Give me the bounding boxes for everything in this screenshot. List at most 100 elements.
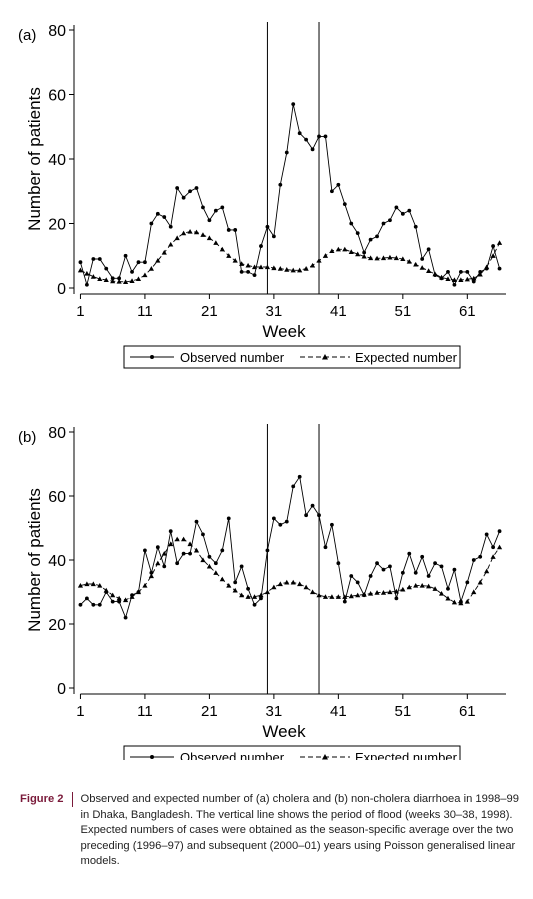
expected-point (393, 255, 399, 261)
observed-point (155, 545, 160, 550)
y-tick-label: 40 (48, 553, 66, 570)
observed-point (168, 224, 173, 229)
y-tick-label: 80 (48, 23, 66, 40)
observed-point (123, 615, 128, 620)
observed-point (117, 599, 122, 604)
expected-point (335, 246, 341, 252)
observed-point (143, 260, 147, 265)
observed-point (226, 516, 231, 521)
expected-point (232, 587, 238, 593)
observed-point (330, 189, 334, 194)
expected-point (290, 579, 296, 585)
y-tick-label: 60 (48, 88, 66, 105)
observed-point (355, 580, 360, 585)
expected-point (226, 583, 232, 588)
expected-point (277, 266, 283, 271)
observed-point (136, 260, 141, 265)
legend-expected-marker (322, 354, 328, 360)
expected-point (432, 271, 438, 277)
observed-point (297, 131, 302, 136)
observed-point (194, 519, 199, 524)
observed-point (207, 218, 212, 223)
observed-point (201, 205, 205, 210)
observed-point (400, 570, 405, 575)
observed-point (252, 273, 257, 277)
observed-point (336, 182, 341, 187)
y-tick-label: 40 (48, 152, 66, 169)
observed-point (355, 231, 360, 236)
expected-point (290, 267, 296, 273)
observed-point (323, 545, 328, 550)
legend-observed-marker (150, 355, 154, 359)
expected-point (277, 581, 283, 587)
expected-point (200, 557, 206, 563)
expected-point (187, 541, 193, 547)
y-tick-label: 20 (48, 217, 66, 234)
expected-point (374, 255, 380, 261)
x-tick-label: 21 (201, 303, 218, 320)
expected-point (477, 271, 483, 277)
expected-point (200, 232, 206, 237)
expected-point (458, 277, 464, 283)
observed-series-line (80, 475, 501, 619)
observed-point (252, 602, 257, 607)
expected-point (316, 592, 322, 598)
legend-expected-marker (322, 754, 328, 760)
observed-point (207, 554, 212, 559)
observed-point (162, 564, 167, 569)
expected-point (84, 270, 90, 276)
observed-point (110, 599, 115, 604)
expected-point (490, 554, 496, 559)
y-tick-label: 0 (57, 681, 66, 698)
observed-point (362, 250, 367, 255)
observed-point (465, 580, 470, 585)
expected-point (239, 592, 245, 598)
x-tick-label: 41 (330, 303, 347, 320)
expected-point (284, 267, 290, 272)
legend (123, 745, 461, 760)
expected-point (426, 268, 432, 273)
expected-point (335, 594, 341, 599)
expected-point (226, 253, 232, 258)
expected-point (406, 584, 412, 590)
observed-point (284, 519, 289, 524)
panel-label: (b) (18, 429, 36, 446)
observed-point (342, 202, 347, 207)
observed-point (220, 205, 225, 210)
observed-point (78, 602, 83, 607)
expected-point (393, 588, 399, 594)
expected-point (213, 240, 219, 245)
expected-point (297, 267, 303, 273)
observed-point (458, 269, 463, 274)
observed-point (155, 211, 160, 216)
expected-point (174, 235, 180, 241)
expected-point (219, 246, 225, 252)
expected-point (110, 278, 116, 284)
caption-label: Figure 2 (20, 792, 73, 807)
observed-point (323, 134, 328, 139)
expected-point (309, 589, 316, 595)
expected-point (496, 544, 503, 550)
observed-point (117, 276, 122, 281)
x-tick-label: 11 (137, 303, 153, 320)
expected-point (348, 249, 354, 254)
observed-point (446, 586, 450, 591)
expected-point (103, 277, 109, 283)
y-axis-label: Number of patients (25, 87, 44, 231)
observed-point (304, 513, 309, 518)
expected-point (135, 276, 142, 282)
expected-point (206, 563, 213, 569)
expected-point (97, 583, 103, 588)
expected-point (103, 587, 109, 593)
observed-point (201, 532, 205, 537)
expected-point (193, 229, 200, 235)
expected-point (367, 591, 374, 596)
expected-point (426, 583, 432, 589)
expected-point (374, 590, 380, 595)
y-tick-label: 80 (48, 425, 66, 442)
caption-text: Observed and expected number of (a) chol… (80, 793, 519, 867)
legend-expected-label: Expected number (355, 350, 458, 365)
x-tick-label: 51 (394, 703, 411, 720)
observed-point (426, 574, 431, 578)
expected-point (258, 264, 264, 270)
